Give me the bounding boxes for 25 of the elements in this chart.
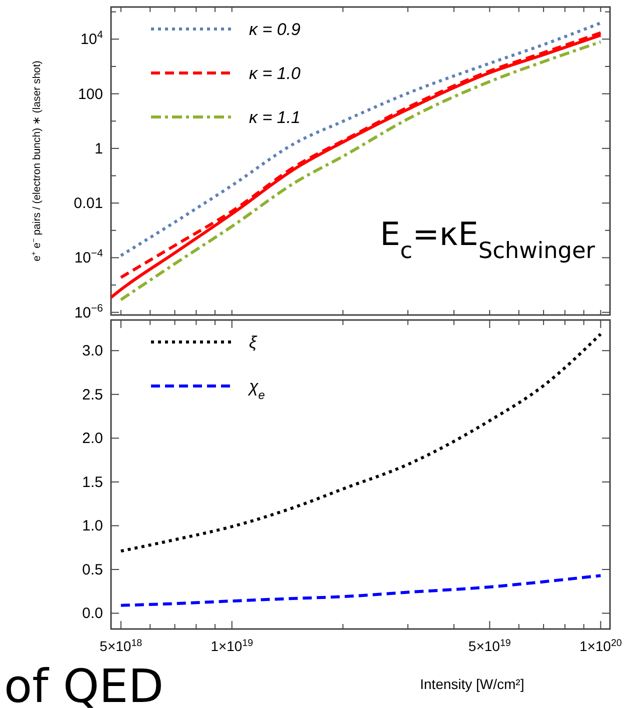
legend-label: κ = 1.0 — [249, 64, 302, 83]
y-tick-label: 1.5 — [82, 474, 103, 491]
y-tick-label: 0.01 — [74, 195, 103, 212]
x-tick-label: 1×10$^{20}$ — [579, 638, 622, 654]
x-tick-label: 5×10$^{19}$ — [468, 638, 511, 654]
y-tick-label: 3.0 — [82, 342, 103, 360]
y-tick-label: 2.5 — [82, 386, 103, 404]
y-tick-label: 10$^{−4}$ — [74, 248, 104, 267]
annotation: E$_{c}$=κE$_{Schwinger}$ — [380, 215, 596, 264]
text: of QED — [4, 659, 164, 708]
x-tick-label: 1×10$^{19}$ — [210, 638, 254, 654]
y-tick-label: 0.5 — [82, 561, 103, 578]
y-tick-label: 100 — [78, 86, 103, 103]
y-tick-label: 10$^{−6}$ — [74, 302, 104, 322]
legend-label: κ = 0.9 — [249, 20, 302, 39]
y-tick-label: 2.0 — [82, 430, 103, 448]
y-tick-label: 10$^{4}$ — [80, 29, 104, 48]
legend-label: κ = 1.1 — [249, 108, 301, 127]
legend-label: ξ — [249, 333, 258, 352]
legend-label: χ$_{e}$ — [247, 377, 266, 402]
y-tick-label: 1.0 — [82, 518, 103, 535]
y-tick-label: 0.0 — [82, 605, 103, 622]
y-tick-label: 1 — [94, 140, 103, 158]
x-axis-title: Intensity [W/cm²] — [420, 676, 524, 692]
x-tick-label: 5×10$^{18}$ — [100, 638, 143, 654]
